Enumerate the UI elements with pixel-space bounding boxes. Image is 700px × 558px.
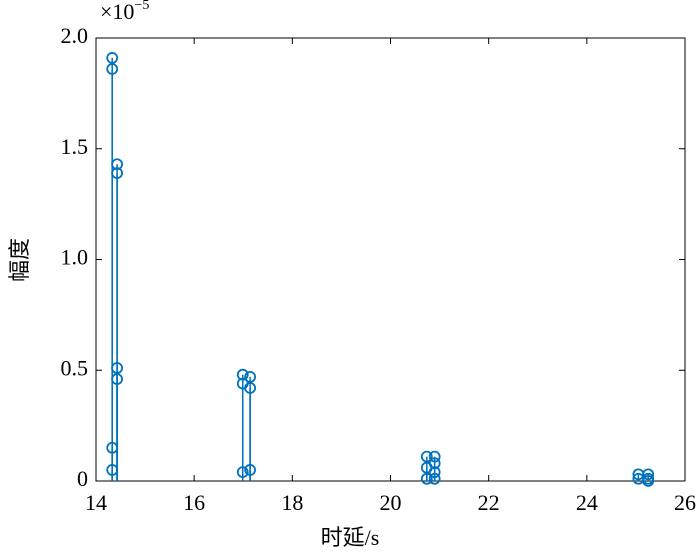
stem-marker (428, 466, 441, 479)
x-tick-label: 26 (674, 490, 696, 515)
stem-marker (244, 382, 257, 394)
stem-marker (111, 362, 124, 374)
x-tick-label: 16 (183, 490, 205, 515)
stem-marker (428, 472, 441, 485)
y-axis-label: 幅度 (7, 238, 32, 282)
y-tick-label: 1.5 (61, 134, 89, 159)
y-tick-label: 2.0 (61, 23, 89, 48)
x-tick-label: 24 (576, 490, 598, 515)
stem-marker (236, 368, 249, 381)
plot-frame (95, 37, 686, 482)
stem-marker (106, 52, 119, 64)
y-tick-label: 0 (77, 466, 88, 491)
stem-marker (420, 472, 433, 485)
stem-marker (428, 450, 441, 463)
stem-marker (642, 475, 655, 487)
x-tick-label: 14 (85, 490, 107, 515)
stem-marker (111, 158, 124, 171)
stem-marker (106, 63, 119, 75)
x-axis-label: 时延/s (321, 525, 380, 550)
stem-marker (428, 457, 441, 470)
stem-marker (236, 466, 249, 479)
stem-marker (420, 450, 433, 463)
stem-marker (111, 167, 124, 180)
stem-marker (244, 370, 257, 383)
stem-marker (244, 464, 257, 476)
x-tick-label: 18 (281, 490, 303, 515)
x-tick-label: 20 (380, 490, 402, 515)
y-tick-label: 1.0 (61, 245, 89, 270)
y-tick-label: 0.5 (61, 355, 89, 380)
stem-marker (111, 373, 124, 386)
y-multiplier: ×10−5 (100, 0, 149, 24)
x-tick-label: 22 (478, 490, 500, 515)
